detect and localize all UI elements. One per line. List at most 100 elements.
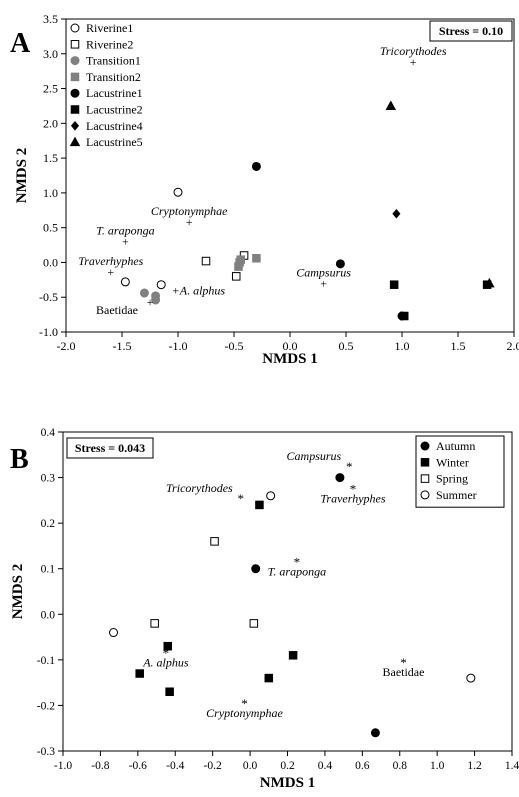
data-point <box>156 280 166 290</box>
legend-entry: Riverine1 <box>86 21 133 35</box>
legend-marker <box>420 490 430 500</box>
stress-label: Stress = 0.10 <box>439 24 503 38</box>
legend-entry: Summer <box>436 488 477 502</box>
y-tick-label: -0.1 <box>37 655 55 667</box>
x-axis-ticks: -1.0 -0.8 -0.6 -0.4 -0.2 0.0 0.2 0.4 0.6 0.8 1.0 1.… <box>54 751 519 772</box>
x-tick-label: 0.5 <box>339 339 354 353</box>
species-label: Baetidae <box>382 665 424 679</box>
species-label: Tricorythodes <box>166 481 233 495</box>
x-tick-label: -0.2 <box>204 760 222 772</box>
stress-label: Stress = 0.043 <box>75 441 145 455</box>
legend-entry: Autumn <box>436 439 475 453</box>
data-point <box>236 255 245 264</box>
legend-marker <box>70 72 80 82</box>
data-point <box>484 277 495 288</box>
species-marker: * <box>163 646 170 661</box>
species-label: Campsurus <box>296 265 351 279</box>
species-label: T. araponga <box>96 224 154 238</box>
y-tick-label: -0.3 <box>37 746 55 758</box>
stress-box: Stress = 0.043 <box>66 437 154 459</box>
data-point <box>252 254 261 263</box>
x-tick-label: 1.2 <box>467 760 482 772</box>
legend-entry: Lacustrine4 <box>86 119 143 133</box>
x-tick-label: 0.0 <box>243 760 258 772</box>
y-axis-label: NMDS 2 <box>14 148 30 203</box>
y-tick-label: -0.5 <box>39 290 58 304</box>
legend-marker <box>70 56 80 66</box>
x-axis-label: NMDS 1 <box>262 351 317 367</box>
species-label: Traverhyphes <box>320 492 385 506</box>
x-tick-label: -0.5 <box>225 339 244 353</box>
panel-letter: B <box>10 444 29 475</box>
x-tick-label: 0.4 <box>318 760 333 772</box>
data-point <box>370 728 380 738</box>
legend-entry: Spring <box>436 472 468 486</box>
data-point <box>231 272 241 281</box>
data-point <box>165 687 174 697</box>
panel-a: -2.0 -1.5 -1.0 -0.5 0.0 0.5 1.0 1.5 2.0 -1.0 -0.5 0… <box>10 12 519 367</box>
legend-marker <box>70 121 80 131</box>
stress-box-frame <box>66 437 154 459</box>
species-marker: + <box>107 265 114 279</box>
species-label: T. araponga <box>268 565 326 579</box>
panel-letter: A <box>10 28 31 59</box>
data-point <box>264 673 274 683</box>
data-point <box>288 651 298 660</box>
legend-marker <box>70 40 80 49</box>
x-tick-label: -1.5 <box>113 339 132 353</box>
y-tick-label: 2.0 <box>43 116 58 130</box>
data-point <box>335 473 345 483</box>
data-points <box>120 100 495 321</box>
stress-box-frame <box>429 20 513 42</box>
y-tick-label: 0.2 <box>41 518 56 530</box>
data-point <box>120 277 130 287</box>
x-tick-label: -0.6 <box>129 760 147 772</box>
legend-marker <box>69 136 81 147</box>
species-label: Tricorythodes <box>380 44 447 58</box>
legend-entry: Lacustrine1 <box>86 86 143 100</box>
species-marker: + <box>172 283 179 297</box>
species-marker: + <box>122 235 129 249</box>
data-point <box>335 259 345 269</box>
species-marker: + <box>410 55 417 69</box>
x-tick-label: -1.0 <box>54 760 72 772</box>
y-axis-label: NMDS 2 <box>10 564 26 619</box>
data-point <box>150 619 159 628</box>
y-axis-ticks: -0.3 -0.2 -0.1 0.0 0.1 0.2 0.3 0.4 <box>37 427 63 758</box>
data-point <box>251 161 261 171</box>
y-tick-label: 0.5 <box>43 221 58 235</box>
species-label: Cryptonymphae <box>151 204 228 218</box>
species-marker: * <box>294 555 301 570</box>
data-points <box>109 473 476 738</box>
species-label: A. alphus <box>179 283 226 297</box>
legend-marker <box>70 105 80 114</box>
data-point <box>385 100 397 110</box>
legend-marker <box>70 23 80 33</box>
species-label: Baetidae <box>96 303 138 317</box>
data-point <box>251 564 261 574</box>
x-axis-label: NMDS 1 <box>260 775 315 791</box>
species-label: A. alphus <box>142 656 189 670</box>
x-tick-label: 1.0 <box>430 760 445 772</box>
y-tick-label: 2.5 <box>43 82 58 96</box>
data-point <box>389 280 399 289</box>
x-tick-label: 1.4 <box>505 760 519 772</box>
data-point <box>255 500 264 510</box>
x-tick-label: 0.0 <box>283 339 298 353</box>
x-tick-label: 0.2 <box>280 760 295 772</box>
legend-marker <box>420 441 430 451</box>
data-point <box>392 208 401 219</box>
legend-entry: Winter <box>436 455 469 469</box>
x-tick-label: 1.5 <box>451 339 466 353</box>
y-tick-label: 3.5 <box>43 12 58 26</box>
y-axis-ticks: -1.0 -0.5 0.0 0.5 1.0 1.5 2.0 2.5 3.0 3.5 <box>39 12 66 339</box>
y-tick-label: 3.0 <box>43 47 58 61</box>
y-tick-label: -0.2 <box>37 700 55 712</box>
y-tick-label: 0.0 <box>43 255 58 269</box>
stress-box: Stress = 0.10 <box>429 20 513 42</box>
data-point <box>201 256 211 266</box>
data-point <box>135 669 144 678</box>
x-tick-label: -0.4 <box>166 760 184 772</box>
species-label: Cryptonymphae <box>206 706 283 720</box>
